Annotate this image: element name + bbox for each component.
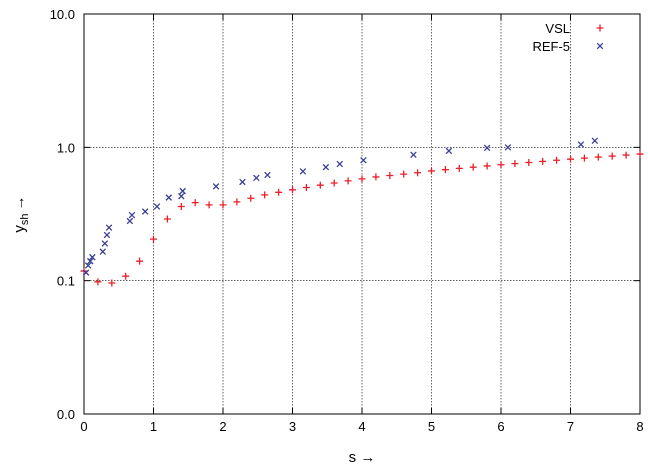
ref5-point: [141, 208, 149, 215]
vsl-point: [191, 199, 199, 207]
y-axis-label-main: y: [11, 225, 28, 233]
legend-label: VSL: [545, 21, 570, 36]
ref5-point: [126, 217, 134, 225]
vsl-point: [636, 150, 644, 158]
vsl-point: [94, 278, 102, 286]
vsl-point: [302, 183, 310, 191]
y-axis-label: ysh →: [11, 195, 31, 232]
y-tick-label: 0.0: [57, 407, 75, 422]
ref5-point: [153, 203, 161, 210]
vsl-point: [247, 194, 255, 202]
y-tick-label: 10.0: [50, 7, 75, 22]
vsl-point: [344, 177, 352, 185]
ref5-point: [410, 151, 417, 158]
ref5-point: [165, 194, 173, 201]
ref5-point: [103, 231, 111, 239]
y-axis-label-subscript: sh: [19, 213, 31, 225]
legend-marker: [596, 24, 604, 32]
vsl-point: [372, 173, 380, 181]
ref5-point: [99, 248, 107, 255]
ref5-point: [84, 262, 92, 269]
vsl-point: [622, 151, 630, 159]
ref5-point: [89, 253, 96, 261]
x-tick-label: 3: [289, 419, 296, 434]
vsl-point: [553, 156, 561, 164]
vsl-point: [205, 201, 213, 209]
vsl-point: [525, 158, 533, 166]
grid: [84, 14, 640, 414]
vsl-point: [316, 181, 324, 189]
ref5-point: [86, 257, 94, 265]
vsl-point: [539, 157, 547, 165]
vsl-point: [511, 160, 519, 168]
series-vsl: [80, 150, 644, 287]
ref5-point: [483, 144, 491, 152]
y-tick-label: 1.0: [57, 140, 75, 155]
x-tick-label: 2: [219, 419, 226, 434]
ref5-point: [577, 141, 585, 148]
ref5-point: [322, 163, 330, 171]
vsl-point: [219, 201, 227, 209]
ref5-point: [445, 147, 453, 155]
vsl-point: [441, 166, 449, 174]
ref5-point: [128, 211, 136, 219]
vsl-point: [580, 154, 588, 162]
ref5-point: [179, 187, 186, 195]
ref5-point: [360, 156, 367, 164]
ref5-point: [239, 178, 246, 186]
ref5-point: [212, 183, 220, 190]
ref5-point: [101, 240, 109, 247]
x-axis-label: s →: [349, 449, 376, 466]
vsl-point: [150, 235, 157, 243]
x-tick-label: 4: [358, 419, 365, 434]
vsl-point: [177, 202, 185, 210]
vsl-point: [289, 186, 296, 194]
x-tick-label: 1: [150, 419, 157, 434]
vsl-point: [497, 161, 505, 169]
vsl-point: [122, 272, 130, 280]
ref5-point: [591, 137, 599, 145]
vsl-point: [414, 169, 422, 177]
y-tick-label: 0.1: [57, 274, 75, 289]
vsl-point: [567, 155, 574, 163]
vsl-point: [330, 179, 338, 187]
y-axis-label-arrow: →: [11, 195, 28, 210]
legend: VSL REF-5: [532, 21, 604, 54]
vsl-point: [594, 153, 602, 161]
tick-labels: 0 1 2 3 4 5 6 7 8 0.0 0.1 1.0 10.0: [50, 7, 644, 434]
x-tick-label: 6: [497, 419, 504, 434]
vsl-point: [608, 152, 616, 160]
ref5-point: [504, 144, 512, 151]
ref5-point: [105, 224, 113, 231]
data-marks: [80, 137, 644, 287]
vsl-point: [275, 188, 283, 196]
ref5-point: [178, 192, 185, 200]
ref5-point: [82, 269, 90, 276]
ref5-point: [336, 160, 344, 168]
vsl-point: [483, 162, 491, 170]
vsl-point: [233, 198, 241, 206]
series-ref-5: [82, 137, 599, 276]
x-tick-label: 0: [80, 419, 87, 434]
vsl-point: [455, 164, 463, 172]
ref5-point: [264, 171, 271, 179]
vsl-point: [136, 257, 144, 265]
legend-marker: [596, 42, 604, 50]
vsl-point: [469, 163, 477, 171]
legend-label: REF-5: [532, 39, 570, 54]
vsl-point: [386, 171, 394, 179]
x-tick-label: 8: [636, 419, 643, 434]
x-tick-label: 7: [567, 419, 574, 434]
axis-ticks: [83, 13, 641, 415]
vsl-point: [358, 175, 366, 183]
vsl-point: [108, 279, 116, 287]
vsl-point: [261, 191, 269, 199]
vsl-point: [428, 167, 435, 175]
x-tick-label: 5: [428, 419, 435, 434]
vsl-point: [163, 215, 171, 223]
ref5-point: [253, 174, 260, 182]
vsl-point: [400, 170, 408, 178]
ref5-point: [299, 168, 307, 175]
